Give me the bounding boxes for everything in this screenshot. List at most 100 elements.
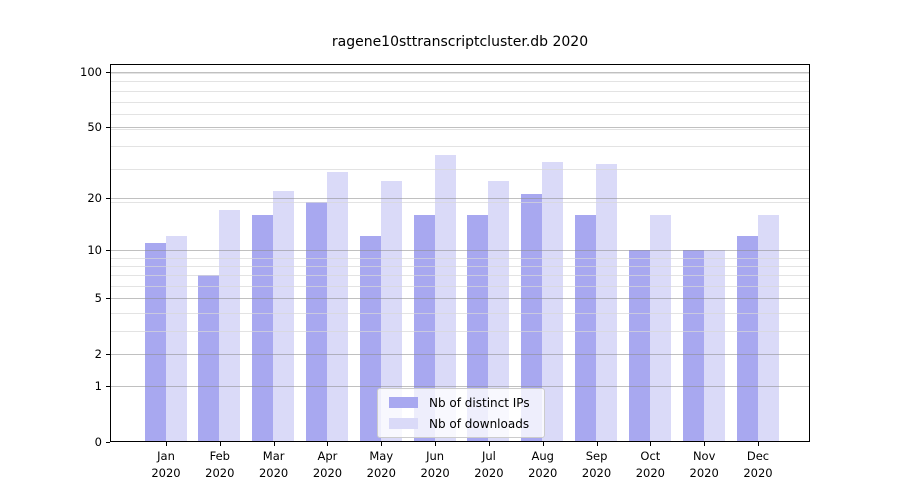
bar-distinct-ips-jan — [144, 242, 166, 442]
gridline-minor — [110, 257, 810, 259]
gridline-major — [110, 72, 810, 74]
x-tick-year: 2020 — [258, 466, 289, 480]
gridline-minor — [110, 286, 810, 288]
legend-swatch-distinct-ips — [389, 397, 418, 408]
x-tick-year: 2020 — [743, 466, 773, 480]
x-tick-label-dec: Dec 2020 — [726, 448, 790, 482]
chart-title: ragene10sttranscriptcluster.db 2020 — [331, 34, 589, 50]
y-tick-mark — [106, 386, 110, 388]
bar-downloads-may — [380, 180, 402, 442]
bar-downloads-jan — [165, 236, 187, 442]
legend-label-downloads: Nb of downloads — [429, 416, 530, 431]
gridline-major — [110, 298, 810, 300]
y-tick-mark — [106, 442, 110, 443]
x-tick-month: Nov — [692, 449, 716, 463]
x-tick-label-may: May 2020 — [349, 448, 413, 482]
gridline-major — [110, 198, 810, 200]
x-tick-month: Oct — [640, 449, 661, 463]
y-tick-label: 5 — [94, 291, 102, 306]
bar-distinct-ips-jun — [413, 214, 435, 442]
bar-distinct-ips-oct — [628, 249, 650, 442]
gridline-minor — [110, 265, 810, 267]
gridline-major — [110, 249, 810, 251]
bar-downloads-jul — [488, 180, 510, 442]
x-tick-year: 2020 — [528, 466, 558, 480]
y-tick-mark — [106, 72, 110, 74]
x-tick-mark — [758, 442, 759, 446]
x-tick-month: May — [369, 449, 394, 463]
bar-distinct-ips-feb — [198, 275, 220, 442]
x-tick-year: 2020 — [581, 466, 612, 480]
x-tick-year: 2020 — [205, 466, 235, 480]
x-tick-mark — [327, 442, 329, 446]
x-tick-label-jun: Jun 2020 — [403, 448, 467, 482]
bar-distinct-ips-may — [359, 236, 381, 442]
gridline-major — [110, 386, 810, 388]
gridline-minor — [110, 275, 810, 277]
bar-distinct-ips-aug — [521, 194, 543, 442]
x-tick-year: 2020 — [151, 466, 181, 480]
x-tick-label-apr: Apr 2020 — [295, 448, 359, 482]
y-tick-label: 20 — [87, 191, 102, 206]
x-tick-mark — [542, 442, 544, 446]
x-tick-month: Sep — [585, 449, 608, 463]
y-tick-mark — [106, 198, 110, 200]
x-tick-label-jul: Jul 2020 — [457, 448, 521, 482]
bar-downloads-aug — [542, 161, 564, 442]
y-tick-mark — [106, 353, 110, 355]
legend-swatch-downloads — [389, 418, 418, 429]
gridline-minor — [110, 330, 810, 332]
x-tick-mark — [596, 442, 598, 446]
legend-label-distinct-ips: Nb of distinct IPs — [429, 395, 530, 410]
x-tick-mark — [219, 442, 221, 446]
x-tick-mark — [488, 442, 490, 446]
bar-downloads-feb — [219, 210, 241, 442]
legend: Nb of distinct IPs Nb of downloads — [377, 388, 545, 438]
x-tick-year: 2020 — [420, 466, 450, 480]
bar-downloads-mar — [273, 190, 295, 442]
x-tick-mark — [650, 442, 652, 446]
gridline-minor — [110, 90, 810, 92]
x-tick-year: 2020 — [312, 466, 343, 480]
gridline-minor — [110, 81, 810, 83]
y-tick-label: 100 — [80, 65, 102, 80]
x-tick-label-sep: Sep 2020 — [565, 448, 629, 482]
bar-distinct-ips-sep — [575, 214, 597, 442]
bar-distinct-ips-jul — [467, 214, 489, 442]
bar-distinct-ips-mar — [252, 214, 274, 442]
gridline-major — [110, 126, 810, 128]
x-tick-label-oct: Oct 2020 — [618, 448, 682, 482]
y-tick-label: 2 — [94, 346, 102, 361]
x-tick-year: 2020 — [366, 466, 396, 480]
legend-item-downloads: Nb of downloads — [384, 415, 538, 433]
bar-downloads-dec — [757, 214, 779, 442]
gridline-minor — [110, 146, 810, 148]
x-tick-label-feb: Feb 2020 — [188, 448, 252, 482]
gridline-minor — [110, 169, 810, 171]
gridline-minor — [110, 73, 810, 74]
bar-downloads-nov — [703, 249, 725, 442]
x-tick-mark — [704, 442, 706, 446]
x-tick-month: Aug — [531, 449, 554, 463]
bar-downloads-oct — [649, 214, 671, 442]
x-tick-month: Jun — [426, 449, 445, 463]
bar-downloads-sep — [596, 164, 618, 442]
gridline-minor — [110, 113, 810, 115]
x-tick-year: 2020 — [474, 466, 504, 480]
x-tick-month: Mar — [262, 449, 285, 463]
gridline-minor — [110, 201, 810, 203]
gridline-minor — [110, 101, 810, 103]
y-tick-mark — [106, 126, 110, 128]
y-tick-label: 0 — [94, 435, 102, 449]
x-tick-label-nov: Nov 2020 — [672, 448, 736, 482]
y-tick-label: 1 — [94, 379, 102, 394]
gridline-minor — [110, 128, 810, 130]
x-tick-month: Jan — [157, 449, 175, 463]
legend-item-distinct-ips: Nb of distinct IPs — [384, 394, 538, 412]
gridline-major — [110, 353, 810, 355]
bar-distinct-ips-nov — [682, 249, 704, 442]
y-tick-mark — [106, 249, 110, 251]
gridline-minor — [110, 313, 810, 315]
x-tick-year: 2020 — [689, 466, 719, 480]
